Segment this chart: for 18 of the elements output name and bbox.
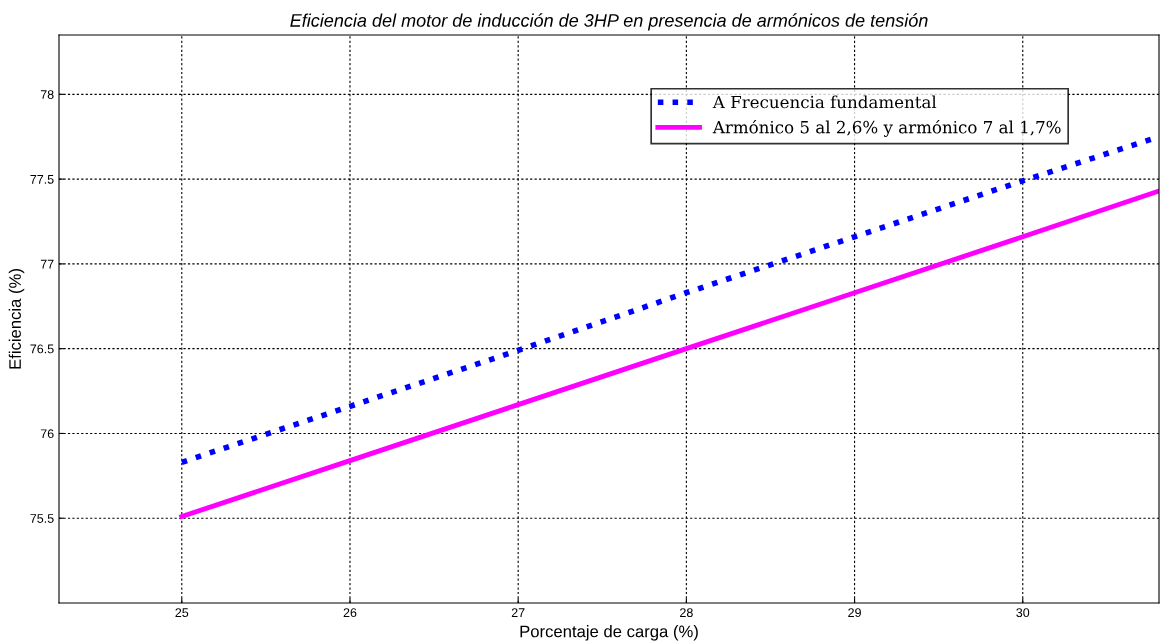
y-axis-title: Eficiencia (%) — [8, 269, 25, 369]
x-tick-label: 29 — [848, 608, 861, 618]
x-tick-label: 30 — [1016, 608, 1030, 618]
x-tick-label: 28 — [680, 608, 693, 618]
x-tick-label: 26 — [343, 608, 357, 618]
legend-label: Armónico 5 al 2,6% y armónico 7 al 1,7% — [712, 119, 1061, 137]
x-tick-label: 25 — [175, 608, 189, 618]
y-tick-label: 77 — [40, 259, 54, 269]
chart-title: Eficiencia del motor de inducción de 3HP en presencia de armónicos de tensión — [290, 13, 928, 31]
x-axis-title: Porcentaje de carga (%) — [520, 625, 698, 641]
legend-label: A Frecuencia fundamental — [712, 95, 937, 109]
line-series — [179, 188, 1159, 519]
y-tick-label: 76 — [40, 429, 54, 439]
x-tick-label: 27 — [511, 608, 525, 617]
y-tick-label: 78 — [40, 90, 54, 99]
y-tick-label: 77.5 — [30, 175, 54, 184]
y-tick-label: 76.5 — [30, 344, 54, 354]
y-tick-label: 75.5 — [30, 514, 54, 523]
